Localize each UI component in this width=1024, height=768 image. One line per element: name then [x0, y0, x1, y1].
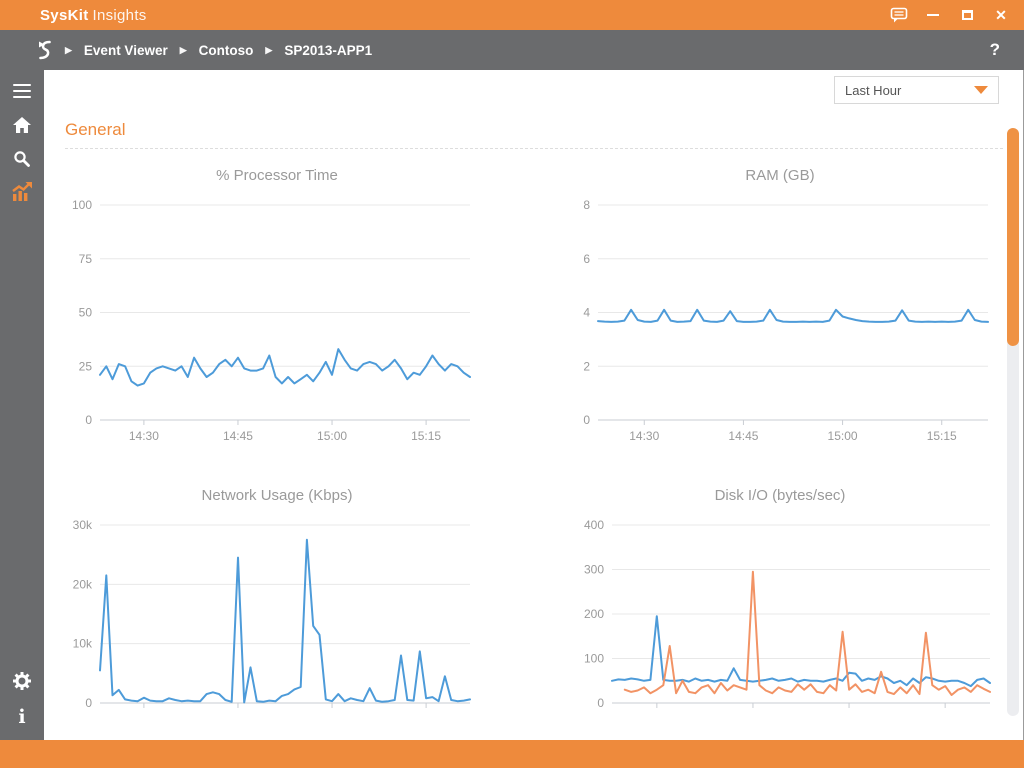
series-network [99, 538, 471, 704]
home-icon [13, 117, 31, 133]
maximize-button[interactable] [952, 2, 982, 28]
time-range-select[interactable]: Last Hour [834, 76, 999, 104]
x-tick-label: 15:15 [927, 429, 957, 443]
minimize-button[interactable] [918, 2, 948, 28]
x-tick-label: 15:00 [828, 429, 858, 443]
y-tick-label: 30k [73, 518, 93, 532]
menu-icon [13, 83, 31, 99]
app-title-product: Insights [92, 6, 147, 24]
chart-ram: RAM (GB) 8 6 4 2 0 14:30 14:45 15:00 15:15 [560, 166, 1000, 451]
y-tick-label: 4 [583, 306, 590, 320]
y-tick-label: 0 [583, 413, 590, 427]
chart-title: RAM (GB) [745, 167, 815, 184]
section-title: General [65, 120, 126, 139]
app-title-brand: SysKit [40, 6, 89, 24]
breadcrumb: ▶ Event Viewer ▶ Contoso ▶ SP2013-APP1 [36, 40, 372, 61]
sidebar-item-performance[interactable] [0, 178, 44, 204]
search-icon [14, 151, 30, 167]
scrollbar-thumb[interactable] [1007, 128, 1019, 346]
breadcrumb-item-contoso[interactable]: Contoso [198, 42, 254, 58]
scrollbar-track[interactable] [1007, 128, 1019, 716]
feedback-icon [890, 7, 908, 22]
chart-title: % Processor Time [216, 167, 338, 184]
feedback-button[interactable] [884, 2, 914, 28]
chart-canvas-network: 30k 20k 10k 0 [73, 518, 471, 710]
y-tick-label: 300 [584, 563, 604, 577]
y-tick-label: 200 [584, 607, 604, 621]
series-disk-write [623, 570, 991, 696]
sidebar-item-search[interactable] [0, 146, 44, 172]
chart-title: Disk I/O (bytes/sec) [714, 487, 846, 504]
y-tick-label: 20k [73, 577, 93, 591]
y-tick-label: 75 [79, 252, 93, 266]
chart-disk-io: Disk I/O (bytes/sec) 400 300 200 100 0 [560, 486, 1000, 718]
close-button[interactable]: ✕ [986, 2, 1016, 28]
minimize-icon [927, 14, 939, 16]
maximize-icon [961, 10, 973, 20]
breadcrumb-item-server[interactable]: SP2013-APP1 [284, 42, 373, 58]
sidebar: i [0, 70, 44, 740]
breadcrumb-bar: ▶ Event Viewer ▶ Contoso ▶ SP2013-APP1 ? [0, 30, 1024, 70]
y-tick-label: 0 [85, 413, 92, 427]
y-tick-label: 0 [597, 696, 604, 710]
y-tick-label: 10k [73, 637, 93, 651]
sidebar-item-home[interactable] [0, 112, 44, 138]
x-tick-label: 15:15 [411, 429, 441, 443]
chart-network-usage: Network Usage (Kbps) 30k 20k 10k 0 [62, 486, 492, 718]
x-tick-label: 14:45 [223, 429, 253, 443]
main-content: Last Hour General % Processor Time 100 75… [44, 70, 1023, 740]
series-ram [597, 308, 989, 323]
window-controls: ✕ [884, 2, 1016, 28]
chart-canvas-ram: 8 6 4 2 0 14:30 14:45 15:00 15:15 [583, 198, 989, 443]
series-processor [99, 348, 471, 387]
time-range-value: Last Hour [845, 82, 902, 98]
sidebar-item-info[interactable]: i [0, 704, 44, 730]
bottom-bar [0, 740, 1024, 768]
x-tick-label: 14:45 [728, 429, 758, 443]
dropdown-arrow-icon [974, 86, 988, 94]
chart-canvas-disk: 400 300 200 100 0 [584, 518, 991, 710]
y-tick-label: 100 [584, 652, 604, 666]
app-title: SysKit Insights [40, 7, 147, 24]
y-tick-label: 2 [583, 359, 590, 373]
chart-canvas-processor: 100 75 50 25 0 14:30 14:45 15:00 15:15 [72, 198, 471, 443]
help-button[interactable]: ? [989, 40, 1000, 59]
y-tick-label: 8 [583, 198, 590, 212]
chart-processor-time: % Processor Time 100 75 50 25 0 14:30 14:45 15:… [62, 166, 492, 451]
settings-gear-icon [13, 672, 31, 690]
x-tick-label: 15:00 [317, 429, 347, 443]
breadcrumb-item-event-viewer[interactable]: Event Viewer [83, 42, 168, 58]
y-tick-label: 25 [79, 359, 93, 373]
logo-icon [39, 40, 51, 59]
performance-chart-icon [12, 181, 32, 201]
breadcrumb-separator-icon: ▶ [265, 44, 273, 55]
chart-title: Network Usage (Kbps) [201, 487, 353, 504]
y-tick-label: 6 [583, 252, 590, 266]
x-tick-label: 14:30 [629, 429, 659, 443]
breadcrumb-separator-icon: ▶ [65, 44, 72, 55]
breadcrumb-separator-icon: ▶ [179, 44, 187, 55]
sidebar-item-menu[interactable] [0, 78, 44, 104]
y-tick-label: 50 [79, 306, 93, 320]
sidebar-item-settings[interactable] [0, 668, 44, 694]
y-tick-label: 100 [72, 198, 92, 212]
y-tick-label: 0 [85, 696, 92, 710]
y-tick-label: 400 [584, 518, 604, 532]
section-divider [65, 148, 1003, 149]
close-icon: ✕ [995, 7, 1007, 23]
info-icon: i [18, 705, 26, 728]
x-tick-label: 14:30 [129, 429, 159, 443]
title-bar: SysKit Insights ✕ [0, 0, 1024, 30]
